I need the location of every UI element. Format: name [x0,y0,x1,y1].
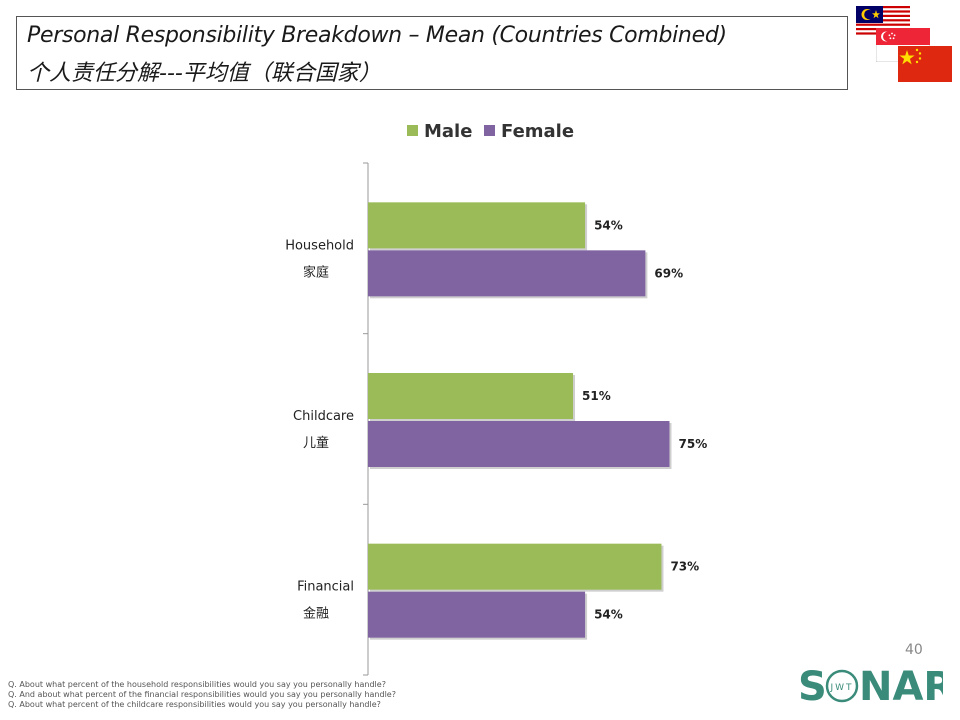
footnote: Q. About what percent of the household r… [8,680,386,689]
footnotes: Q. About what percent of the household r… [8,680,396,710]
bar-male [368,202,586,249]
footnote: Q. About what percent of the childcare r… [8,700,381,709]
category-label-chinese: 金融 [303,606,329,622]
data-label: 75% [679,437,708,451]
legend-swatch-male [407,125,418,136]
logo-ring-text: JWT [829,683,853,693]
china-flag-icon [898,46,952,82]
data-label: 54% [594,608,623,622]
bar-female [368,591,586,638]
category-label: Financial [297,580,354,595]
legend-swatch-female [484,125,495,136]
data-label: 69% [654,266,683,280]
category-label: Childcare [293,409,354,424]
logo-text-end: NAR [859,664,943,708]
logo-text-start: S [798,664,827,708]
sonar-logo: S JWT NAR [798,664,943,708]
page-title: Personal Responsibility Breakdown – Mean… [27,23,727,48]
data-label: 54% [594,218,623,232]
bar-female [368,250,646,297]
category-label: Household [285,238,354,253]
data-label: 51% [582,389,611,403]
bar-male [368,543,662,590]
bar-female [368,421,670,467]
legend-label-male: Male [424,121,472,142]
category-label-chinese: 家庭 [303,264,329,280]
footnote: Q. And about what percent of the financi… [8,690,396,699]
bar-male [368,373,574,419]
data-label: 73% [670,560,699,574]
category-label-chinese: 儿童 [303,435,329,451]
legend-label-female: Female [501,121,574,142]
page-subtitle-chinese: 个人责任分解---平均值（联合国家） [27,61,381,86]
page-number: 40 [905,642,923,658]
title-box: Personal Responsibility Breakdown – Mean… [16,16,848,90]
